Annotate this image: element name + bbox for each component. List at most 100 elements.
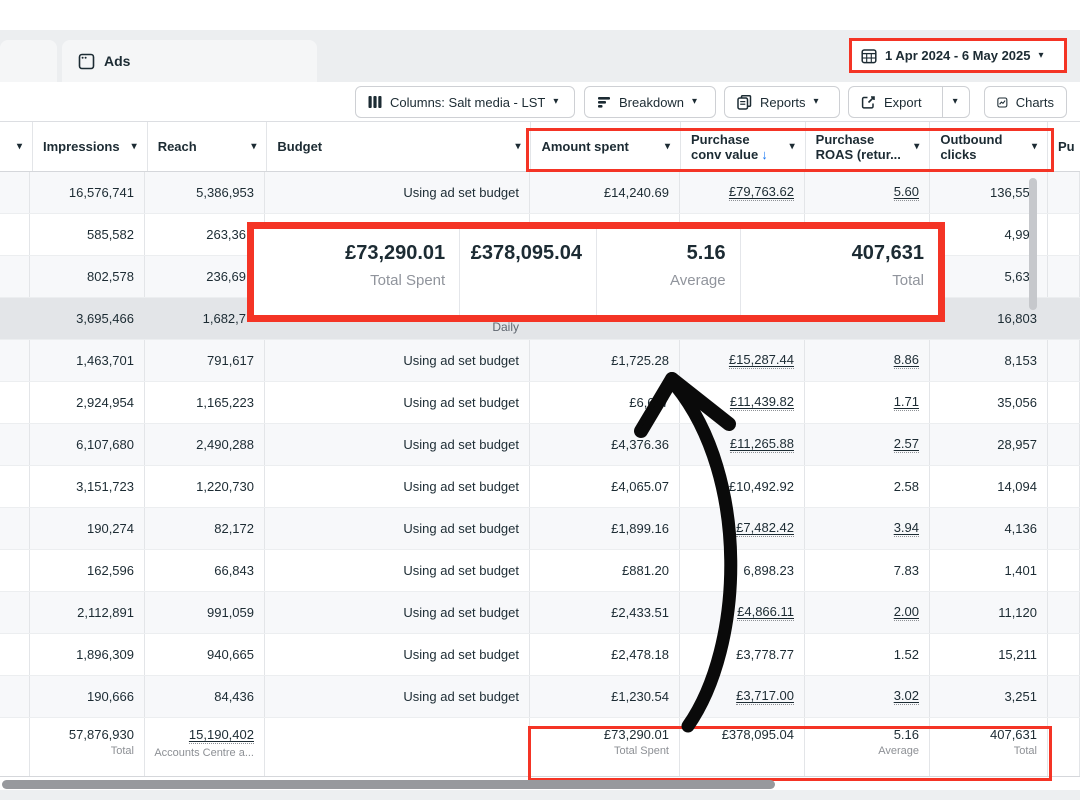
table-row[interactable]: 16,576,741 5,386,953 Using ad set budget… [0,172,1080,214]
purchases-cell [1048,298,1080,339]
reach-cell: 84,436 [145,676,265,717]
row-gutter-cell [0,466,30,507]
columns-button[interactable]: Columns: Salt media - LST ▾ [355,86,575,118]
reports-icon [737,94,752,110]
header-amount-spent-label: Amount spent [541,139,629,154]
date-range-label[interactable]: 1 Apr 2024 - 6 May 2025 [885,48,1031,63]
amount-spent-cell: £4,376.36 [530,424,680,465]
horizontal-scrollbar-thumb[interactable] [2,780,775,789]
row-gutter-cell [0,634,30,675]
charts-button-label: Charts [1015,94,1054,110]
table-row[interactable]: 3,151,723 1,220,730 Using ad set budget … [0,466,1080,508]
breakdown-icon [598,97,610,108]
purchase-roas-cell[interactable]: 5.60 [805,172,930,213]
columns-button-label: Columns: Salt media - LST [390,94,546,110]
purchase-roas-cell[interactable]: 7.83 [805,550,930,591]
purchase-roas-cell[interactable]: 3.94 [805,508,930,549]
header-budget[interactable]: Budget ▾ [267,122,532,171]
purchase-conv-value-cell[interactable]: £15,287.44 [680,340,805,381]
callout-clicks-total: 407,631 Total [739,229,938,315]
totals-purchase-roas: 5.16 Average [805,718,930,776]
date-range-highlight-box: 1 Apr 2024 - 6 May 2025 ▾ [849,38,1067,73]
callout-conv-value: £378,095.04 [459,229,596,315]
purchases-cell [1048,634,1080,675]
table-row[interactable]: 190,274 82,172 Using ad set budget £1,89… [0,508,1080,550]
header-impressions[interactable]: Impressions ▾ [33,122,148,171]
purchases-cell [1048,466,1080,507]
header-amount-spent[interactable]: Amount spent ▾ [531,122,682,171]
purchase-roas-cell[interactable]: 8.86 [805,340,930,381]
table-row[interactable]: 162,596 66,843 Using ad set budget £881.… [0,550,1080,592]
table-row[interactable]: 6,107,680 2,490,288 Using ad set budget … [0,424,1080,466]
budget-cell: Using ad set budget [265,592,530,633]
purchase-conv-value-cell[interactable]: £79,763.62 [680,172,805,213]
impressions-cell: 6,107,680 [30,424,145,465]
export-button-group: Export ▾ [848,86,970,118]
table-row[interactable]: 190,666 84,436 Using ad set budget £1,23… [0,676,1080,718]
reach-cell: 66,843 [145,550,265,591]
charts-button[interactable]: Charts [984,86,1067,118]
table-row[interactable]: 1,463,701 791,617 Using ad set budget £1… [0,340,1080,382]
amount-spent-cell: £14,240.69 [530,172,680,213]
impressions-cell: 1,896,309 [30,634,145,675]
impressions-cell: 162,596 [30,550,145,591]
impressions-cell: 2,924,954 [30,382,145,423]
vertical-scrollbar-thumb[interactable] [1029,178,1037,310]
totals-outbound-clicks: 407,631 Total [930,718,1048,776]
export-dropdown-button[interactable]: ▾ [941,87,968,117]
totals-reach[interactable]: 15,190,402 Accounts Centre a... [145,718,265,776]
purchases-cell [1048,214,1080,255]
tab-partial[interactable] [0,40,57,82]
reports-button[interactable]: Reports ▾ [724,86,840,118]
table-row[interactable]: 2,924,954 1,165,223 Using ad set budget … [0,382,1080,424]
purchase-conv-value-cell[interactable]: £3,778.77 [680,634,805,675]
amount-spent-cell: £881.20 [530,550,680,591]
impressions-cell: 1,463,701 [30,340,145,381]
budget-cell: Using ad set budget [265,172,530,213]
row-gutter-cell [0,592,30,633]
purchase-conv-value-cell[interactable]: £4,866.11 [680,592,805,633]
header-cell-hidden[interactable]: ▾ [0,122,33,171]
sort-descending-icon: ↓ [761,146,768,162]
purchase-conv-value-cell[interactable]: £3,717.00 [680,676,805,717]
summary-callout-box: £73,290.01 Total Spent £378,095.04 5.16 … [247,222,945,322]
purchase-roas-cell[interactable]: 1.52 [805,634,930,675]
purchase-conv-value-cell[interactable]: £11,265.88 [680,424,805,465]
budget-cell: Using ad set budget [265,550,530,591]
purchase-roas-cell[interactable]: 2.58 [805,466,930,507]
budget-cell: Using ad set budget [265,340,530,381]
table-row[interactable]: 1,896,309 940,665 Using ad set budget £2… [0,634,1080,676]
header-outbound-clicks[interactable]: Outbound clicks ▾ [930,122,1048,171]
purchase-roas-cell[interactable]: 2.00 [805,592,930,633]
purchase-conv-value-cell[interactable]: £10,492.92 [680,466,805,507]
export-button[interactable]: Export [849,87,934,117]
totals-purchases [1048,718,1080,776]
outbound-clicks-cell: 4,136 [930,508,1048,549]
chevron-down-icon[interactable]: ▾ [1038,49,1044,61]
tab-ads[interactable]: Ads [62,40,317,82]
header-outbound-clicks-label: Outbound clicks [940,131,1003,162]
export-icon [861,95,875,109]
purchase-conv-value-cell[interactable]: 6,898.23 [680,550,805,591]
table-row[interactable]: 2,112,891 991,059 Using ad set budget £2… [0,592,1080,634]
header-purchases-truncated[interactable]: Pu [1048,122,1080,171]
purchase-conv-value-cell[interactable]: £7,482.42 [680,508,805,549]
calendar-icon [861,48,877,63]
outbound-clicks-cell: 3,251 [930,676,1048,717]
purchase-roas-cell[interactable]: 1.71 [805,382,930,423]
export-button-label: Export [884,94,922,110]
header-purchase-roas[interactable]: Purchase ROAS (retur... ▾ [806,122,931,171]
header-purchase-conv-value[interactable]: Purchase conv value ↓ ▾ [681,122,806,171]
row-gutter-cell [0,256,30,297]
header-purchase-roas-label: Purchase ROAS (retur... [815,131,901,162]
purchase-roas-cell[interactable]: 2.57 [805,424,930,465]
breakdown-button[interactable]: Breakdown ▾ [584,86,716,118]
totals-amount-spent: £73,290.01 Total Spent [530,718,680,776]
outbound-clicks-cell: 28,957 [930,424,1048,465]
totals-budget [265,718,530,776]
purchase-conv-value-cell[interactable]: £11,439.82 [680,382,805,423]
header-reach[interactable]: Reach ▾ [148,122,268,171]
row-gutter-cell [0,508,30,549]
reach-cell: 82,172 [145,508,265,549]
purchase-roas-cell[interactable]: 3.02 [805,676,930,717]
